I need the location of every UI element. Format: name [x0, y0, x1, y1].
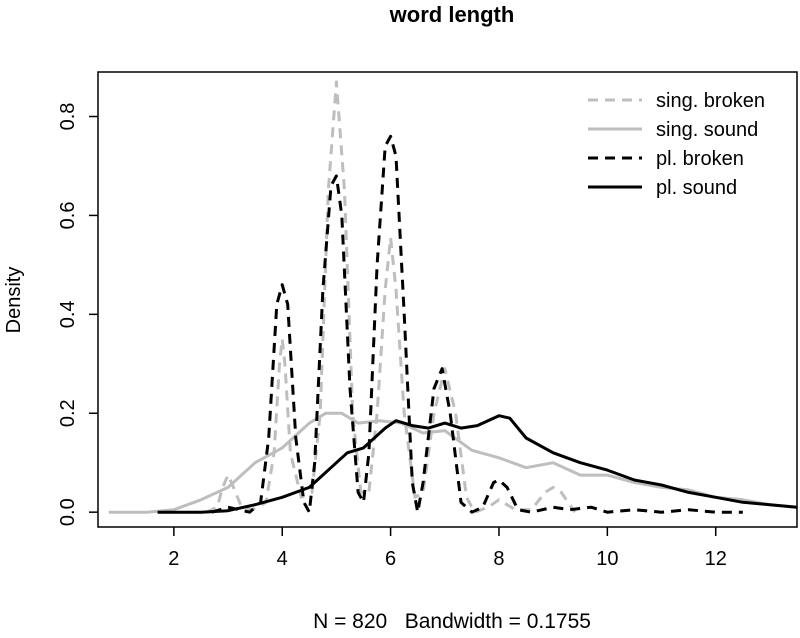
y-axis: 0.0 0.2 0.4 0.6 0.8 — [57, 103, 98, 526]
series-line-sing-sound — [108, 411, 798, 514]
y-tick-label: 0.0 — [57, 498, 79, 526]
y-tick-label: 0.4 — [57, 300, 79, 328]
y-axis-label: Density — [3, 267, 25, 334]
x-axis: 2 4 6 8 10 12 — [168, 527, 727, 570]
x-tick-label: 10 — [596, 548, 618, 570]
x-tick-label: 2 — [168, 548, 179, 570]
legend-label: pl. broken — [656, 148, 744, 170]
footer-stats: N = 820 Bandwidth = 0.1755 — [313, 610, 591, 633]
plot-area — [108, 80, 798, 514]
x-tick-label: 8 — [493, 548, 504, 570]
x-tick-label: 4 — [277, 548, 288, 570]
plot-frame — [97, 71, 798, 528]
series-line-pl-sound — [157, 414, 798, 514]
legend-label: sing. sound — [656, 119, 758, 141]
y-tick-label: 0.2 — [57, 399, 79, 427]
legend: sing. broken sing. sound pl. broken pl. sou… — [588, 90, 765, 199]
series-line-pl-broken — [211, 134, 743, 514]
legend-label: pl. sound — [656, 177, 737, 199]
y-tick-label: 0.6 — [57, 202, 79, 230]
x-tick-label: 12 — [705, 548, 727, 570]
series-line-sing-broken — [205, 80, 577, 514]
legend-label: sing. broken — [656, 90, 765, 112]
y-tick-label: 0.8 — [57, 103, 79, 131]
x-tick-label: 6 — [385, 548, 396, 570]
chart-title: word length — [389, 2, 515, 27]
